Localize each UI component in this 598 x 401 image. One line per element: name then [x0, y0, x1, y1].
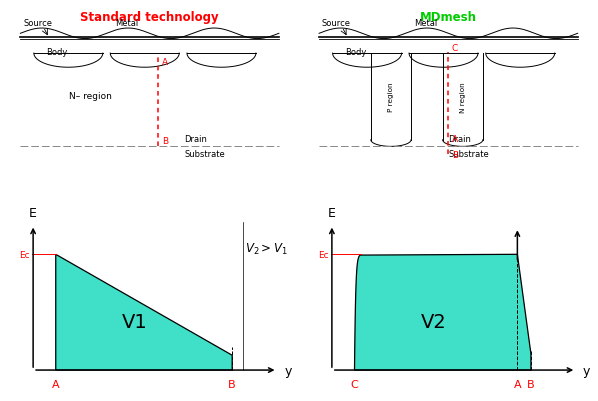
Text: Substrate: Substrate [184, 150, 225, 159]
Text: Body: Body [46, 48, 68, 57]
Text: C: C [452, 44, 458, 53]
Text: B: B [228, 379, 236, 389]
Text: C: C [350, 379, 358, 389]
Text: Metal: Metal [115, 19, 138, 28]
Text: A: A [52, 379, 60, 389]
Text: Ec: Ec [318, 250, 328, 259]
Text: B: B [161, 137, 168, 146]
Polygon shape [56, 255, 232, 370]
Text: Metal: Metal [414, 19, 437, 28]
Text: V1: V1 [122, 312, 148, 331]
Text: N– region: N– region [69, 92, 112, 101]
Text: A: A [514, 379, 521, 389]
Text: P region: P region [388, 83, 394, 112]
Text: $V_2>V_1$: $V_2>V_1$ [245, 242, 288, 257]
Text: Body: Body [345, 48, 367, 57]
Text: Source: Source [23, 19, 52, 28]
Text: A: A [452, 135, 458, 144]
Text: A: A [161, 58, 168, 67]
Polygon shape [355, 255, 531, 370]
Text: Standard technology: Standard technology [80, 11, 219, 24]
Text: E: E [29, 207, 37, 220]
Text: y: y [284, 364, 292, 377]
Text: E: E [328, 207, 336, 220]
Text: B: B [452, 151, 458, 160]
Text: Ec: Ec [19, 250, 30, 259]
Text: Drain: Drain [448, 135, 471, 144]
Text: y: y [583, 364, 590, 377]
Text: MDmesh: MDmesh [420, 11, 477, 24]
Text: B: B [527, 379, 535, 389]
Text: Source: Source [322, 19, 351, 28]
Text: Drain: Drain [184, 135, 207, 144]
Text: N region: N region [460, 82, 466, 112]
Text: V2: V2 [421, 312, 447, 331]
Text: Substrate: Substrate [448, 150, 489, 159]
